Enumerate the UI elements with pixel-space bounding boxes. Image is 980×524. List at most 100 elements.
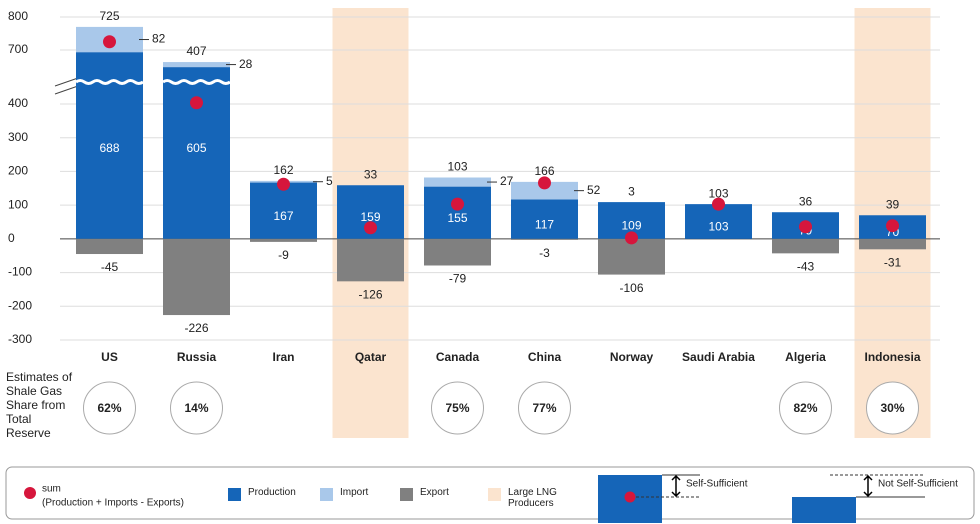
production-bar: [424, 186, 491, 239]
production-bar: [250, 182, 317, 239]
import-label: 28: [239, 57, 253, 71]
sum-label: 162: [273, 163, 293, 177]
y-tick-label: -200: [8, 298, 32, 312]
export-label: -9: [278, 248, 289, 262]
shale-label: 75%: [445, 401, 469, 415]
y-tick-label: 200: [8, 164, 28, 178]
legend-box: [5, 466, 975, 520]
production-bar: [163, 67, 230, 239]
x-tick-label: Russia: [177, 350, 217, 364]
import-bar: [424, 177, 491, 187]
shale-label: 30%: [880, 401, 904, 415]
sum-label: 407: [186, 44, 206, 58]
legend-swatch: [228, 488, 241, 501]
sum-label: 103: [708, 186, 728, 200]
sum-dot: [886, 219, 899, 233]
x-tick-label: China: [528, 350, 562, 364]
shale-circle: [83, 381, 136, 435]
production-label: 688: [99, 141, 119, 155]
production-label: 109: [621, 219, 641, 233]
export-label: -31: [884, 255, 902, 269]
export-label: -79: [449, 272, 467, 286]
shale-label: 82%: [793, 401, 817, 415]
import-label: 52: [587, 183, 601, 197]
production-label: 155: [447, 211, 467, 225]
export-bar: [424, 238, 491, 266]
x-tick-label: Iran: [272, 350, 294, 364]
legend-label: Large LNG Producers: [508, 487, 557, 509]
x-tick-label: Algeria: [785, 350, 826, 364]
export-bar: [772, 238, 839, 254]
bar-break: [162, 79, 231, 85]
y-tick-label: 0: [8, 231, 15, 245]
y-tick-label: -100: [8, 265, 32, 279]
export-bar: [598, 238, 665, 275]
production-label: 605: [186, 141, 206, 155]
import-bar: [511, 181, 578, 200]
key-arrow: [671, 474, 681, 498]
legend-sum: sum: [42, 484, 61, 495]
shale-label: 77%: [532, 401, 556, 415]
sum-dot: [103, 35, 116, 49]
key-bar: [792, 497, 856, 523]
export-bar: [76, 238, 143, 255]
import-label: 82: [152, 32, 166, 46]
shale-circle: [866, 381, 919, 435]
y-tick-label: -300: [8, 332, 32, 346]
y-tick-label: 300: [8, 130, 28, 144]
sum-dot: [190, 96, 203, 110]
x-tick-label: Norway: [610, 350, 654, 364]
legend-swatch: [400, 488, 413, 501]
production-label: 167: [273, 209, 293, 223]
key-arrow: [863, 474, 873, 498]
sum-dot: [712, 197, 725, 211]
shale-circle: [518, 381, 571, 435]
x-tick-label: Canada: [436, 350, 480, 364]
sum-label: 36: [799, 194, 813, 208]
import-bar: [163, 62, 230, 68]
key-not-self: Not Self-Sufficient: [878, 479, 958, 490]
y-tick-label: 800: [8, 9, 28, 23]
export-label: -43: [797, 260, 815, 274]
axis-break: [54, 77, 79, 87]
production-label: 103: [708, 220, 728, 234]
sum-dot: [364, 221, 377, 235]
shale-label: 62%: [97, 401, 121, 415]
x-tick-label: Indonesia: [864, 350, 920, 364]
y-tick-label: 400: [8, 96, 28, 110]
sum-label: 103: [447, 160, 467, 174]
x-tick-label: US: [101, 350, 118, 364]
legend-swatch: [488, 488, 501, 501]
sum-label: 3: [628, 184, 635, 198]
key-self: Self-Sufficient: [686, 479, 748, 490]
key-dot: [624, 491, 636, 503]
export-label: -45: [101, 260, 119, 274]
production-label: 117: [535, 217, 554, 231]
x-tick-label: Saudi Arabia: [682, 350, 755, 364]
sum-dot: [538, 176, 551, 190]
y-tick-label: 700: [8, 42, 28, 56]
shale-circle: [779, 381, 832, 435]
sum-dot: [277, 177, 290, 191]
shale-circle: [170, 381, 223, 435]
export-bar: [163, 238, 230, 316]
export-bar: [337, 238, 404, 282]
sum-dot: [451, 197, 464, 211]
import-label: 5: [326, 174, 333, 188]
export-label: -226: [184, 321, 208, 335]
shale-label: 14%: [184, 401, 208, 415]
legend-sum-dot: [24, 487, 36, 499]
export-bar: [250, 238, 317, 242]
export-label: -126: [358, 288, 382, 302]
legend-swatch: [320, 488, 333, 501]
legend-label: Import: [340, 487, 369, 498]
shale-title: Estimates of Shale Gas Share from Total …: [6, 370, 73, 440]
production-label: 159: [360, 210, 380, 224]
shale-circle: [431, 381, 484, 435]
production-bar: [511, 199, 578, 239]
sum-label: 39: [886, 197, 900, 211]
export-label: -106: [619, 281, 643, 295]
legend-sum-note: (Production + Imports - Exports): [42, 498, 184, 509]
